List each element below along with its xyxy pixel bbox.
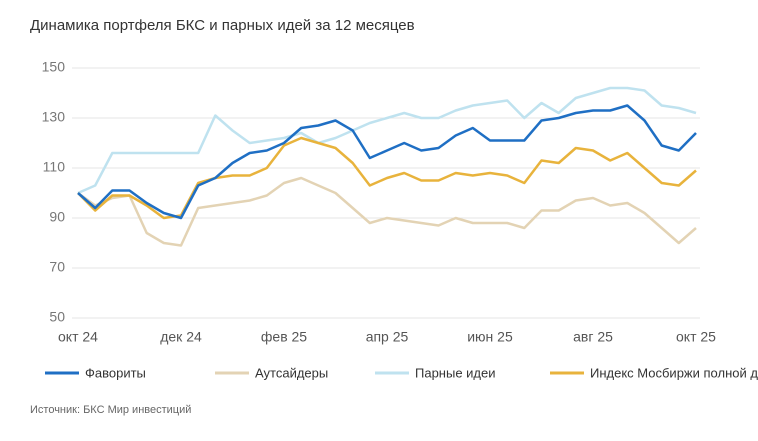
series-line xyxy=(77,86,697,195)
y-tick-label: 150 xyxy=(42,59,66,75)
x-tick-label: дек 24 xyxy=(160,329,202,345)
x-tick-label: авг 25 xyxy=(573,329,613,345)
y-tick-label: 90 xyxy=(49,209,65,225)
legend-label: Фавориты xyxy=(85,365,146,380)
x-tick-label: окт 25 xyxy=(676,329,716,345)
source: Источник: БКС Мир инвестиций xyxy=(30,404,191,416)
x-tick-label: окт 24 xyxy=(58,329,98,345)
chart-title: Динамика портфеля БКС и парных идей за 1… xyxy=(30,17,415,34)
legend-label: Парные идеи xyxy=(415,365,496,380)
legend-label: Индекс Мосбиржи полной доходности xyxy=(590,365,758,380)
x-tick-label: июн 25 xyxy=(467,329,513,345)
series-line xyxy=(77,176,697,247)
y-tick-label: 110 xyxy=(43,159,66,175)
y-tick-label: 130 xyxy=(42,109,66,125)
series-line xyxy=(77,104,697,220)
x-tick-label: апр 25 xyxy=(366,329,409,345)
x-tick-label: фев 25 xyxy=(261,329,307,345)
legend-label: Аутсайдеры xyxy=(255,365,328,380)
y-tick-label: 50 xyxy=(49,309,65,325)
y-tick-label: 70 xyxy=(49,259,65,275)
